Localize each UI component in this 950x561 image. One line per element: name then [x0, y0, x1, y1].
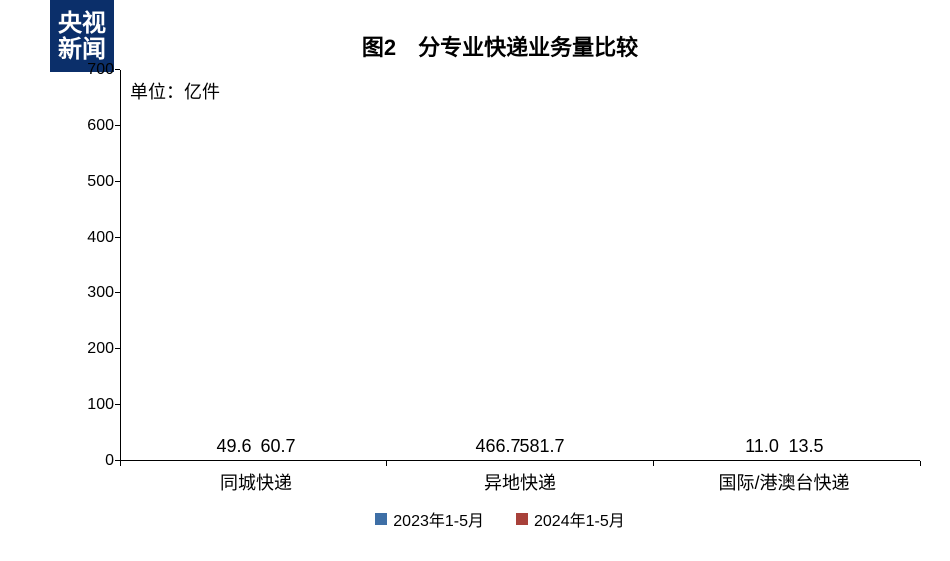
legend-item-2023: 2023年1-5月: [375, 507, 484, 531]
y-tick-label: 200: [87, 340, 120, 358]
y-tick-mark: [115, 404, 120, 405]
y-tick-mark: [115, 348, 120, 349]
y-tick-mark: [115, 125, 120, 126]
y-tick-label: 100: [87, 396, 120, 414]
bar-value-label: 49.6: [216, 436, 251, 461]
y-axis: [120, 70, 121, 461]
y-tick-label: 300: [87, 284, 120, 302]
legend-swatch-2023: [375, 513, 387, 525]
category-label: 异地快递: [484, 461, 556, 495]
bar-value-label: 60.7: [260, 436, 295, 461]
express-volume-chart: 图2 分专业快递业务量比较 单位：亿件 01002003004005006007…: [80, 30, 920, 531]
y-tick-label: 0: [105, 452, 120, 470]
y-tick-label: 500: [87, 173, 120, 191]
category-label: 国际/港澳台快递: [718, 461, 849, 495]
legend-label-2023: 2023年1-5月: [393, 507, 484, 531]
bar-value-label: 466.7: [475, 436, 520, 461]
y-tick-mark: [115, 237, 120, 238]
chart-title: 图2 分专业快递业务量比较: [80, 30, 920, 62]
y-tick-label: 700: [87, 61, 120, 79]
legend-swatch-2024: [516, 513, 528, 525]
x-tick-mark: [653, 461, 654, 466]
category-label: 同城快递: [220, 461, 292, 495]
bar-value-label: 13.5: [788, 436, 823, 461]
x-tick-mark: [386, 461, 387, 466]
legend-item-2024: 2024年1-5月: [516, 507, 625, 531]
y-tick-mark: [115, 292, 120, 293]
x-tick-mark: [920, 461, 921, 466]
y-tick-label: 400: [87, 229, 120, 247]
bar-value-label: 11.0: [745, 436, 779, 461]
legend: 2023年1-5月 2024年1-5月: [80, 507, 920, 531]
y-tick-mark: [115, 181, 120, 182]
logo-char: 新: [58, 37, 82, 63]
legend-label-2024: 2024年1-5月: [534, 507, 625, 531]
y-tick-mark: [115, 69, 120, 70]
x-tick-mark: [120, 461, 121, 466]
bar-value-label: 581.7: [519, 436, 564, 461]
plot-area: 010020030040050060070049.660.7同城快递466.75…: [120, 70, 920, 461]
logo-char: 央: [58, 11, 82, 37]
y-tick-label: 600: [87, 117, 120, 135]
